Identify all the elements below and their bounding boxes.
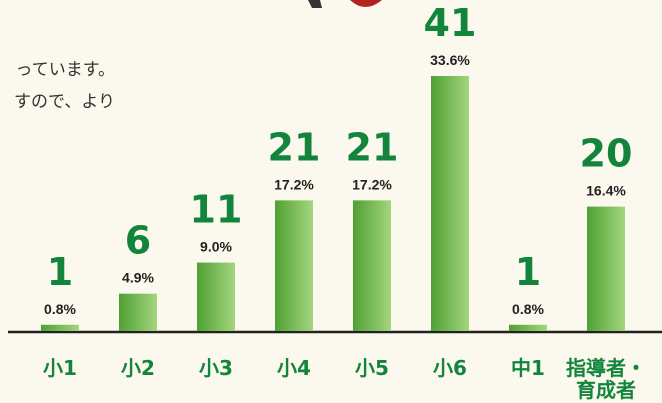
bar bbox=[119, 294, 157, 331]
value-label: 21 bbox=[268, 125, 321, 169]
percent-label: 9.0% bbox=[200, 239, 232, 255]
x-tick-label-line: 小3 bbox=[199, 356, 233, 380]
x-tick-label: 小2 bbox=[121, 356, 155, 380]
x-tick-label-line: 中1 bbox=[511, 356, 545, 380]
value-label: 41 bbox=[424, 1, 477, 45]
x-tick-label-line: 育成者 bbox=[576, 378, 636, 402]
bar bbox=[431, 76, 469, 331]
bar bbox=[353, 200, 391, 331]
bar bbox=[509, 325, 547, 331]
value-label: 1 bbox=[47, 250, 73, 294]
value-label: 1 bbox=[515, 250, 541, 294]
value-label: 20 bbox=[580, 132, 633, 176]
x-tick-label-line: 小4 bbox=[277, 356, 311, 380]
intro-text: っています。 bbox=[16, 60, 115, 80]
value-label: 11 bbox=[190, 188, 243, 232]
percent-label: 0.8% bbox=[44, 301, 76, 317]
chart: っています。 すので、より 1 0.8% 小1 6 4.9% 小2 11 9.0% 小3 21 17… bbox=[0, 0, 662, 403]
value-label: 21 bbox=[346, 125, 399, 169]
percent-label: 17.2% bbox=[274, 176, 314, 192]
x-tick-label-line: 小6 bbox=[433, 356, 467, 380]
x-tick-label: 指導者・育成者 bbox=[566, 356, 646, 402]
x-tick-label-line: 指導者・ bbox=[566, 356, 646, 380]
percent-label: 33.6% bbox=[430, 52, 470, 68]
decoration bbox=[308, 0, 382, 8]
bar bbox=[275, 200, 313, 331]
x-tick-label: 小5 bbox=[355, 356, 389, 380]
percent-label: 4.9% bbox=[122, 270, 154, 286]
bar bbox=[41, 325, 79, 331]
x-tick-label: 中1 bbox=[511, 356, 545, 380]
percent-label: 17.2% bbox=[352, 176, 392, 192]
x-tick-label: 小1 bbox=[43, 356, 77, 380]
percent-label: 0.8% bbox=[512, 301, 544, 317]
x-tick-label: 小6 bbox=[433, 356, 467, 380]
value-label: 6 bbox=[125, 219, 151, 263]
x-tick-label-line: 小1 bbox=[43, 356, 77, 380]
x-tick-label-line: 小5 bbox=[355, 356, 389, 380]
bar bbox=[197, 263, 235, 331]
x-tick-label: 小3 bbox=[199, 356, 233, 380]
x-tick-label: 小4 bbox=[277, 356, 311, 380]
x-tick-label-line: 小2 bbox=[121, 356, 155, 380]
intro-text: すので、より bbox=[14, 92, 115, 112]
bar bbox=[587, 207, 625, 331]
percent-label: 16.4% bbox=[586, 183, 626, 199]
